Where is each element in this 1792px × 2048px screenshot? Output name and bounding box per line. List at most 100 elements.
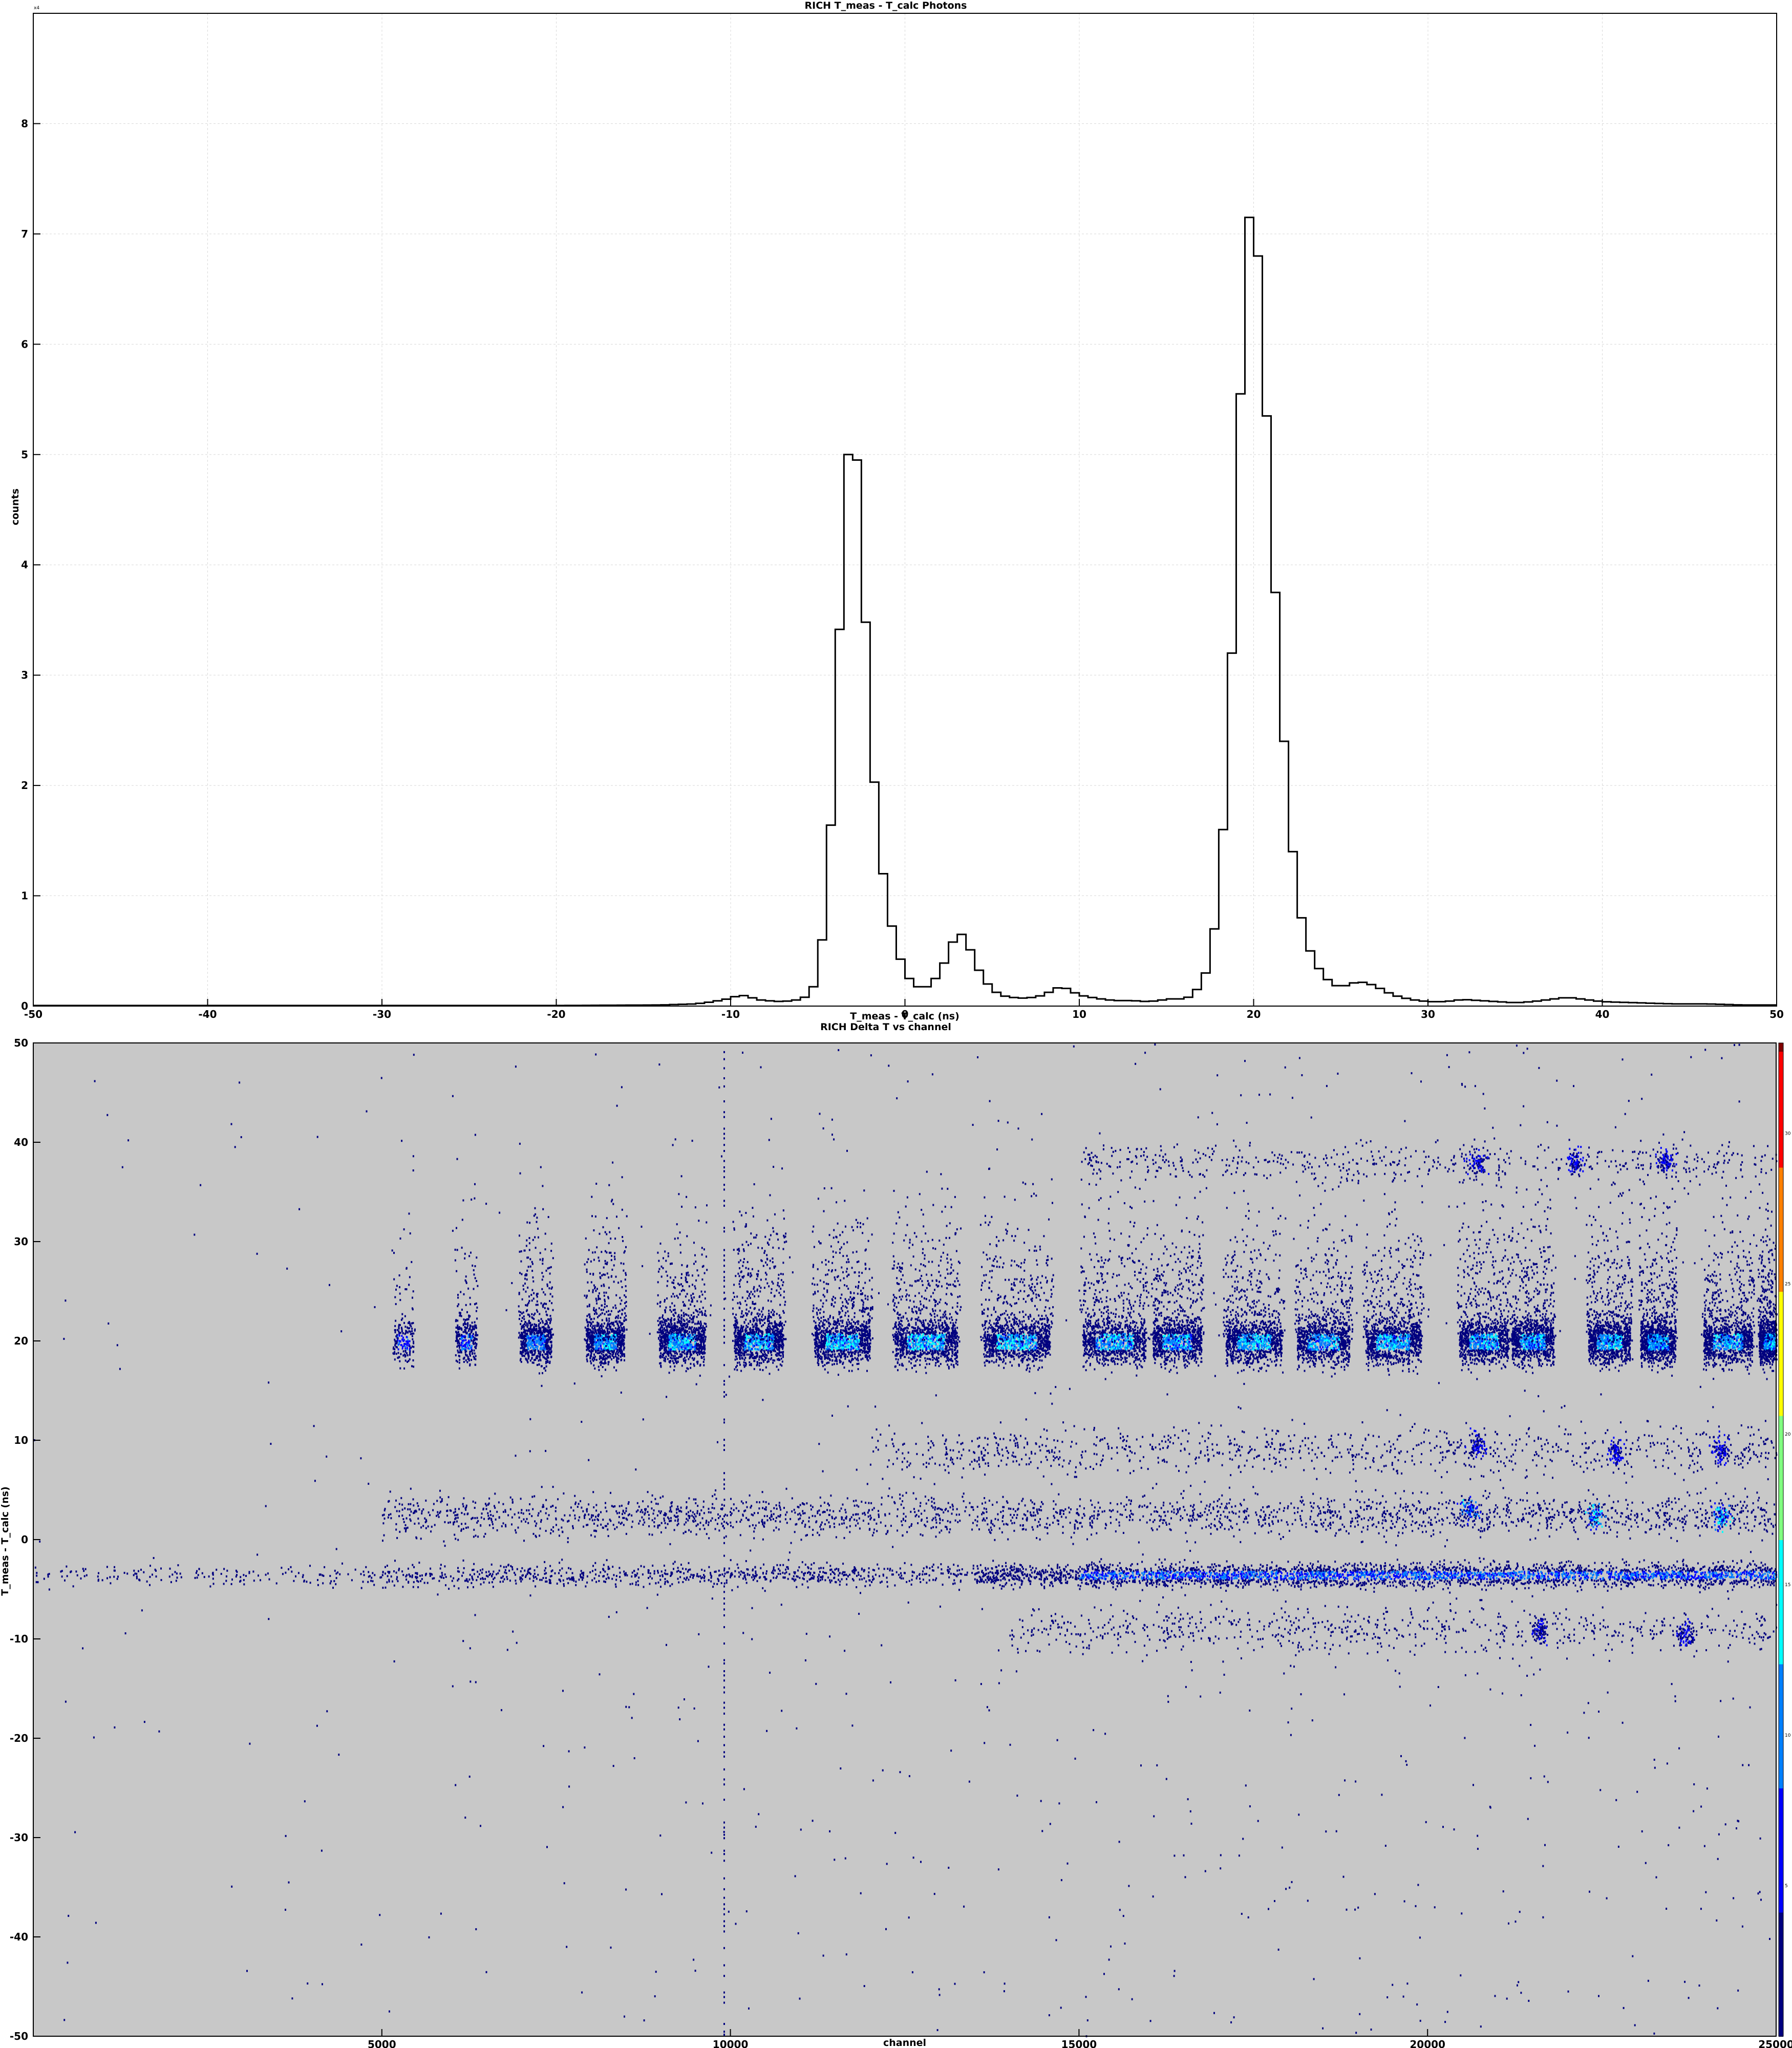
heatmap-cell xyxy=(404,1326,407,1328)
heatmap-cell xyxy=(542,1356,544,1358)
heatmap-cell xyxy=(770,1234,772,1236)
heatmap-cell xyxy=(695,1344,697,1347)
heatmap-cell xyxy=(587,1324,589,1326)
heatmap-cell xyxy=(682,1341,684,1343)
heatmap-cell xyxy=(546,1330,548,1332)
heatmap-cell xyxy=(659,1300,662,1303)
heatmap-cell xyxy=(677,1318,679,1320)
heatmap-cell xyxy=(846,1307,848,1309)
heatmap-cell xyxy=(752,1339,754,1342)
heatmap-cell xyxy=(612,1338,614,1341)
heatmap-cell xyxy=(397,1356,399,1359)
heatmap-cell xyxy=(669,1352,671,1354)
heatmap-cell xyxy=(599,1328,601,1330)
heatmap-cell xyxy=(412,1169,414,1171)
heatmap-cell xyxy=(399,1340,401,1342)
heatmap-cell xyxy=(596,1321,599,1324)
heatmap-cell xyxy=(616,1350,618,1353)
heatmap-cell xyxy=(686,1281,688,1283)
heatmap-cell xyxy=(464,1319,466,1321)
heatmap-cell xyxy=(549,1315,551,1317)
heatmap-cell xyxy=(696,1352,697,1354)
heatmap-cell xyxy=(408,1345,410,1347)
heatmap-cell xyxy=(607,1351,609,1353)
heatmap-cell xyxy=(752,1300,754,1303)
heatmap-cell xyxy=(545,1369,546,1372)
heatmap-cell xyxy=(407,1326,408,1329)
heatmap-cell xyxy=(693,1352,695,1355)
heatmap-cell xyxy=(602,1350,604,1353)
heatmap-cell xyxy=(734,1320,736,1322)
heatmap-cell xyxy=(690,1318,692,1320)
heatmap-cell xyxy=(740,1345,742,1347)
heatmap-cell xyxy=(521,1320,523,1322)
heatmap-cell xyxy=(474,1303,476,1306)
heatmap-cell xyxy=(526,1269,528,1272)
heatmap-cell xyxy=(684,1352,686,1355)
x-tick-label: -50 xyxy=(24,1008,42,1020)
heatmap-cell xyxy=(595,1309,597,1311)
heatmap-cell xyxy=(468,1333,471,1336)
heatmap-cell xyxy=(407,1339,409,1341)
heatmap-cell xyxy=(523,1349,525,1352)
heatmap-cell xyxy=(769,1325,771,1328)
heatmap-cell xyxy=(586,1343,588,1346)
heatmap-cell xyxy=(703,1314,706,1316)
heatmap-cell xyxy=(679,1244,681,1246)
heatmap-cell xyxy=(703,1351,705,1353)
heatmap-cell xyxy=(524,1330,526,1332)
heatmap-cell xyxy=(618,1327,620,1329)
heatmap-cell xyxy=(546,1285,548,1287)
heatmap-cell xyxy=(701,1336,703,1338)
heatmap-cell xyxy=(667,1255,669,1257)
heatmap-cell xyxy=(756,1334,758,1337)
heatmap-cell xyxy=(615,1294,617,1296)
heatmap-cell xyxy=(524,1338,526,1340)
heatmap-cell xyxy=(589,1360,591,1362)
heatmap-cell xyxy=(670,1350,672,1353)
heatmap-cell xyxy=(411,1365,413,1368)
heatmap-cell xyxy=(771,1328,773,1331)
heatmap-cell xyxy=(693,1296,695,1298)
heatmap-cell xyxy=(609,1328,611,1331)
heatmap-cell xyxy=(771,1281,773,1283)
heatmap-cell xyxy=(457,1328,459,1331)
heatmap-cell xyxy=(751,1355,753,1357)
heatmap-cell xyxy=(732,1313,734,1315)
heatmap-cell xyxy=(684,1341,686,1344)
heatmap-cell xyxy=(614,1304,616,1307)
heatmap-cell xyxy=(756,1333,758,1335)
heatmap-cell xyxy=(765,1341,766,1343)
heatmap-cell xyxy=(601,1325,603,1328)
heatmap-cell xyxy=(868,1332,870,1335)
heatmap-cell xyxy=(526,1350,528,1352)
heatmap-cell xyxy=(625,1300,627,1303)
heatmap-cell xyxy=(600,1277,602,1279)
heatmap-cell xyxy=(474,1183,476,1185)
heatmap-cell xyxy=(598,1347,600,1350)
heatmap-cell xyxy=(698,1353,700,1355)
heatmap-cell xyxy=(465,1359,467,1361)
heatmap-cell xyxy=(820,1336,822,1338)
heatmap-cell xyxy=(758,1344,760,1347)
heatmap-cell xyxy=(665,1270,667,1273)
heatmap-cell xyxy=(586,1335,588,1337)
heatmap-cell xyxy=(679,1231,681,1234)
heatmap-cell xyxy=(689,1341,691,1343)
heatmap-cell xyxy=(604,1344,606,1347)
heatmap-cell xyxy=(687,1339,689,1342)
heatmap-cell xyxy=(823,1346,825,1349)
heatmap-cell xyxy=(680,1340,682,1343)
heatmap-cell xyxy=(769,1194,771,1197)
heatmap-cell xyxy=(700,1310,702,1313)
heatmap-cell xyxy=(684,1335,686,1337)
heatmap-cell xyxy=(401,1335,403,1337)
heatmap-cell xyxy=(664,1324,666,1326)
heatmap-cell xyxy=(477,1285,479,1287)
heatmap-cell xyxy=(475,1358,477,1360)
heatmap-cell xyxy=(471,1359,473,1361)
heatmap-cell xyxy=(660,1336,663,1339)
heatmap-cell xyxy=(677,1337,679,1339)
heatmap-cell xyxy=(761,1310,763,1313)
heatmap-cell xyxy=(475,1355,477,1357)
